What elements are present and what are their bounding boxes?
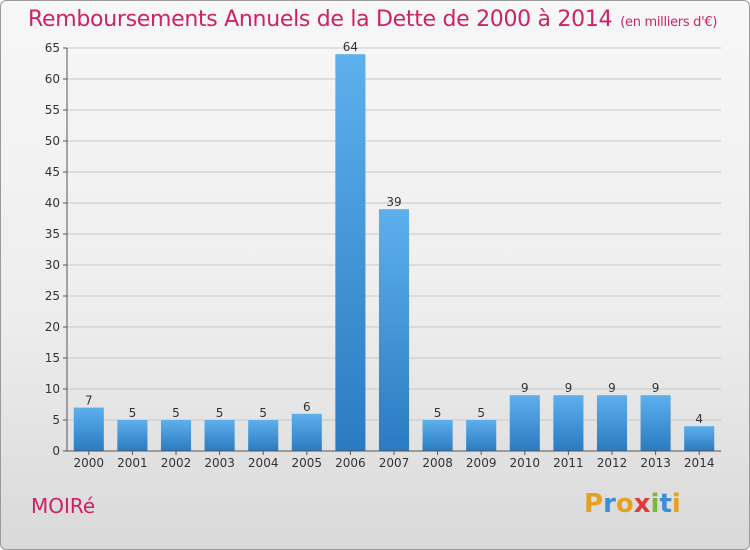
y-tick-label: 50 [45, 134, 60, 148]
bar [378, 209, 410, 451]
logo-letter: x [633, 489, 651, 519]
logo-letter: o [615, 489, 634, 519]
x-tick-label: 2004 [248, 456, 279, 470]
y-tick-label: 20 [45, 320, 60, 334]
bar [422, 420, 453, 451]
bar [117, 420, 148, 451]
bar [509, 395, 540, 451]
data-label: 9 [565, 381, 573, 395]
x-tick-label: 2011 [553, 456, 584, 470]
y-tick-label: 0 [52, 444, 60, 458]
y-tick-label: 55 [45, 103, 60, 117]
y-tick-label: 35 [45, 227, 60, 241]
x-tick-label: 2003 [204, 456, 235, 470]
x-tick-label: 2012 [597, 456, 628, 470]
x-tick-label: 2006 [335, 456, 366, 470]
logo-letter: i [671, 489, 681, 519]
bar [684, 426, 715, 451]
data-label: 5 [477, 406, 485, 420]
x-tick-label: 2001 [117, 456, 148, 470]
logo-letter: P [584, 489, 604, 519]
data-label: 6 [303, 400, 311, 414]
x-tick-label: 2002 [161, 456, 192, 470]
y-tick-label: 30 [45, 258, 60, 272]
bar [160, 420, 192, 451]
bar [553, 395, 584, 451]
data-label: 9 [521, 381, 529, 395]
x-axis: 2000 2001 2002 2003 2004 2005 2006 2007 2008 2009… [67, 450, 721, 470]
data-label: 5 [172, 406, 180, 420]
y-tick-label: 40 [45, 196, 60, 210]
data-label: 7 [85, 394, 93, 408]
logo-letter: i [650, 489, 660, 519]
y-tick-label: 5 [52, 413, 60, 427]
data-label: 9 [652, 381, 660, 395]
unit-label: (en milliers d'€) [620, 15, 718, 30]
data-label: 5 [129, 406, 137, 420]
bar [596, 395, 628, 451]
data-label: 5 [259, 406, 267, 420]
data-label: 64 [343, 40, 358, 54]
x-tick-label: 2013 [640, 456, 671, 470]
data-label: 9 [608, 381, 616, 395]
bar [248, 420, 279, 451]
y-tick-label: 60 [45, 72, 60, 86]
x-tick-label: 2000 [74, 456, 105, 470]
commune-name: MOIRé [31, 494, 96, 518]
x-tick-label: 2010 [510, 456, 541, 470]
logo-letter: t [659, 489, 672, 519]
y-tick-label: 10 [45, 382, 60, 396]
y-tick-label: 25 [45, 289, 60, 303]
title-text: Remboursements Annuels de la Dette de 20… [28, 7, 613, 32]
bar [291, 413, 322, 451]
logo-letter: r [603, 489, 616, 519]
bar [335, 54, 366, 451]
data-label: 5 [434, 406, 442, 420]
bar [640, 395, 671, 451]
bars: 7 5 5 5 5 6 64 39 5 5 9 9 9 9 4 [73, 40, 715, 451]
y-tick-label: 65 [45, 41, 60, 55]
bar [73, 407, 104, 451]
y-tick-label: 15 [45, 351, 60, 365]
x-tick-label: 2009 [466, 456, 497, 470]
proxiti-logo: Proxiti [584, 489, 681, 519]
data-label: 5 [216, 406, 224, 420]
y-axis: 0 5 10 15 20 25 30 35 40 45 50 55 60 65 [45, 41, 68, 458]
x-tick-label: 2008 [422, 456, 453, 470]
x-tick-label: 2007 [379, 456, 410, 470]
data-label: 4 [695, 412, 703, 426]
chart-title: Remboursements Annuels de la Dette de 20… [28, 7, 717, 32]
data-label: 39 [386, 195, 401, 209]
bar [204, 420, 235, 451]
y-tick-label: 45 [45, 165, 60, 179]
x-tick-label: 2014 [684, 456, 715, 470]
x-tick-label: 2005 [292, 456, 323, 470]
bar [466, 420, 497, 451]
